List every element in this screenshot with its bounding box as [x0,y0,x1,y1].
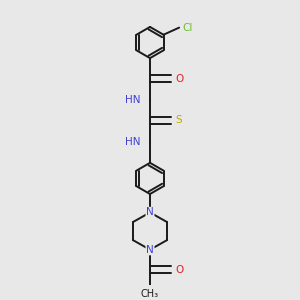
Text: Cl: Cl [182,22,193,33]
Text: CH₃: CH₃ [141,290,159,299]
Text: S: S [176,115,182,125]
Text: HN: HN [125,95,141,105]
Text: N: N [146,208,154,218]
Text: O: O [176,74,184,84]
Text: O: O [176,265,184,275]
Text: N: N [146,245,154,255]
Text: HN: HN [125,136,141,146]
